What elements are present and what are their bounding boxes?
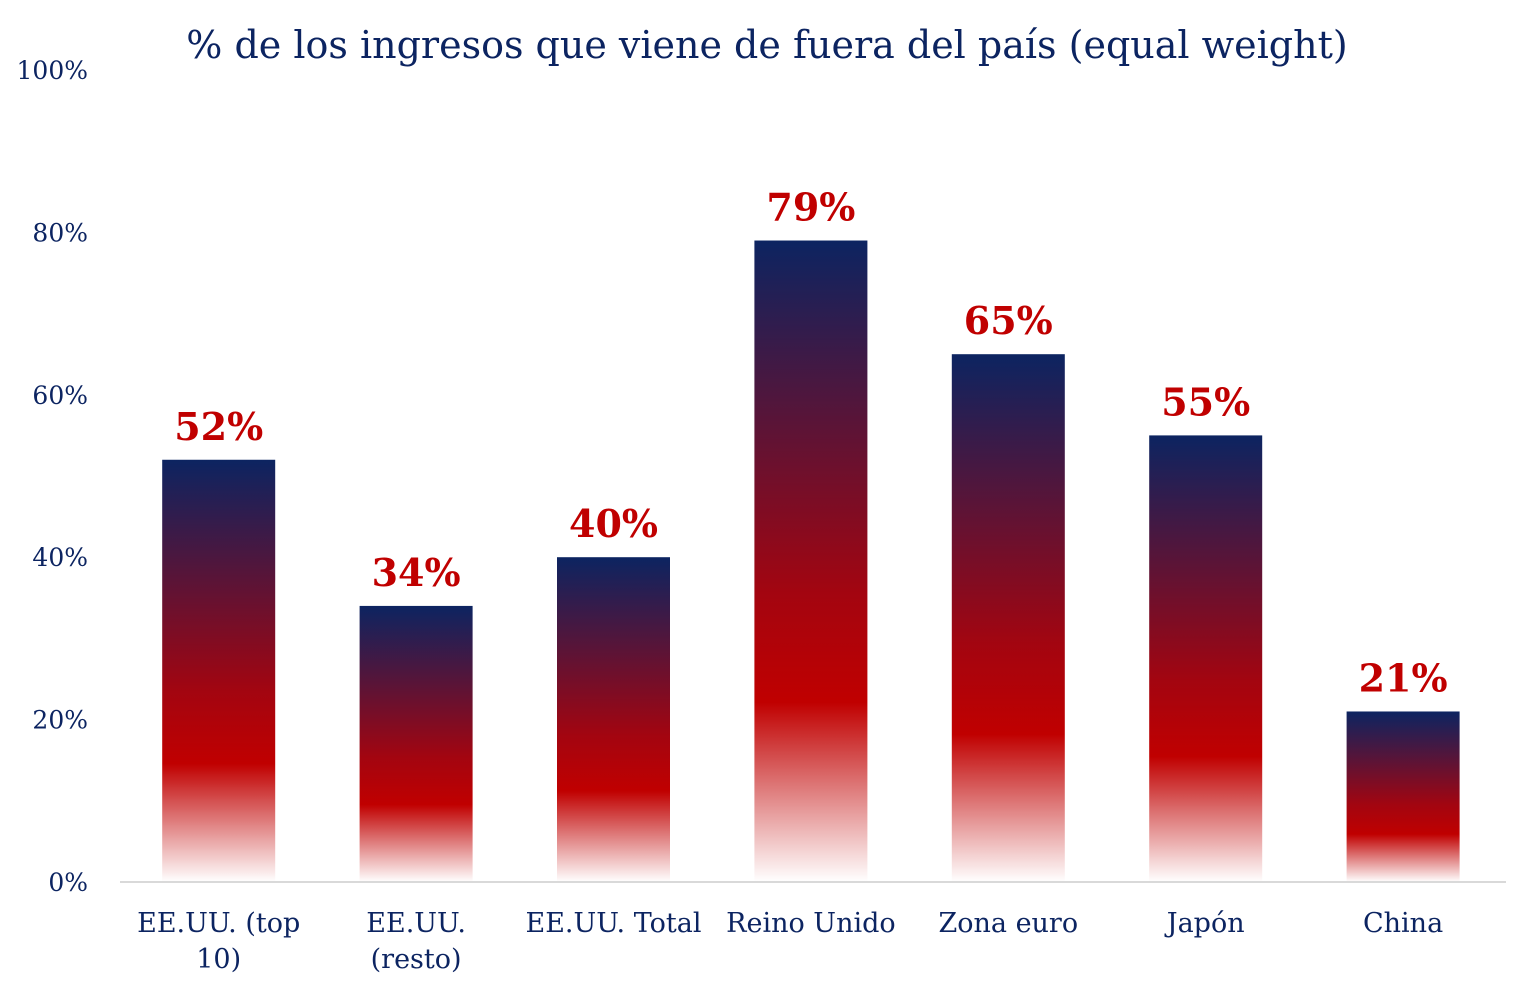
- category-label-line: EE.UU. (top: [137, 908, 300, 939]
- bar: [557, 557, 670, 882]
- category-label-line: Japón: [1164, 908, 1245, 939]
- y-axis: 0% 20% 40% 60% 80% 100%: [17, 56, 88, 897]
- category-label: EE.UU. (top 10): [137, 908, 300, 975]
- category-label-line: EE.UU.: [366, 908, 466, 939]
- category-label: China: [1363, 908, 1443, 939]
- category-labels-group: EE.UU. (top 10) EE.UU. (resto) EE.UU. Total R…: [137, 908, 1443, 975]
- bars-group: [162, 240, 1460, 882]
- y-tick-label: 100%: [17, 56, 88, 85]
- category-label-line: Reino Unido: [726, 908, 896, 939]
- category-label: Japón: [1164, 908, 1245, 939]
- bar: [162, 459, 276, 882]
- bar: [1346, 711, 1460, 882]
- bar: [1149, 435, 1263, 882]
- category-label-line: Zona euro: [938, 908, 1078, 939]
- value-label: 65%: [964, 298, 1053, 343]
- value-label: 52%: [174, 404, 263, 449]
- y-tick-label: 0%: [48, 868, 88, 897]
- chart-title: % de los ingresos que viene de fuera del…: [186, 23, 1347, 67]
- y-tick-label: 40%: [32, 543, 88, 572]
- category-label-line: (resto): [371, 944, 462, 975]
- value-label: 34%: [372, 550, 461, 595]
- value-label: 21%: [1359, 655, 1448, 700]
- y-tick-label: 20%: [32, 706, 88, 735]
- bar: [359, 605, 473, 882]
- category-label-line: 10): [196, 944, 241, 975]
- value-label: 40%: [569, 501, 658, 546]
- value-labels-group: 52% 34% 40% 79% 65% 55% 21%: [174, 185, 1447, 701]
- bar: [951, 354, 1065, 882]
- value-label: 79%: [766, 185, 855, 230]
- category-label: Zona euro: [938, 908, 1078, 939]
- category-label: EE.UU. (resto): [366, 908, 466, 975]
- category-label-line: EE.UU. Total: [526, 908, 702, 939]
- category-label: EE.UU. Total: [526, 908, 702, 939]
- y-tick-label: 80%: [32, 218, 88, 247]
- category-label: Reino Unido: [726, 908, 896, 939]
- value-label: 55%: [1161, 379, 1250, 424]
- category-label-line: China: [1363, 908, 1443, 939]
- y-tick-label: 60%: [32, 381, 88, 410]
- bar: [754, 240, 868, 882]
